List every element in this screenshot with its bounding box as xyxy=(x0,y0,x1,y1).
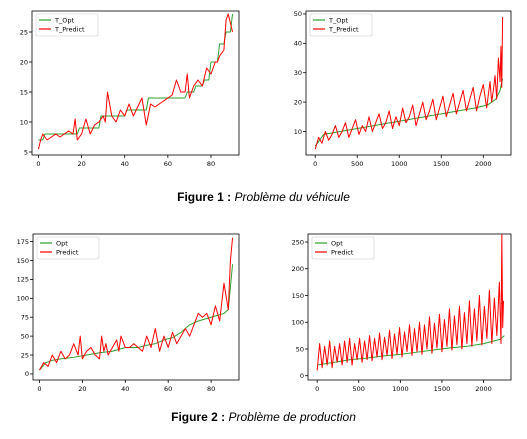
legend-label: Predict xyxy=(331,248,354,256)
x-tick-label: 1500 xyxy=(433,160,450,168)
y-tick-label: 100 xyxy=(17,295,29,303)
y-tick-label: 40 xyxy=(294,40,302,48)
x-tick-label: 60 xyxy=(164,160,172,168)
figure-1-label: Figure 1 : xyxy=(177,190,232,204)
series-line-t-opt xyxy=(314,78,504,147)
plot-frame xyxy=(31,10,240,156)
y-tick-label: 50 xyxy=(294,10,302,18)
plot-frame xyxy=(305,10,512,156)
x-tick-label: 1500 xyxy=(434,385,451,393)
figure-1-title: Problème du véhicule xyxy=(234,190,350,204)
x-tick-label: 500 xyxy=(353,385,365,393)
x-tick-label: 40 xyxy=(121,160,129,168)
legend-label: T_Opt xyxy=(54,16,74,24)
legend-label: Opt xyxy=(331,239,343,247)
x-tick-label: 20 xyxy=(78,385,86,393)
series-line-predict xyxy=(39,237,234,371)
y-tick-label: 125 xyxy=(17,276,29,284)
legend-label: T_Opt xyxy=(328,16,348,24)
legend-label: Predict xyxy=(56,248,79,256)
x-tick-label: 40 xyxy=(121,385,129,393)
figure-1-caption: Figure 1 : Problème du véhicule xyxy=(0,190,527,204)
x-tick-label: 0 xyxy=(315,385,319,393)
series-line-opt xyxy=(317,335,505,366)
y-tick-label: 150 xyxy=(17,257,29,265)
chart-4-production-large: 0 500 1000 1500 2000 0 50 100 150 200 250 OptPredic… xyxy=(292,233,512,393)
x-tick-label: 0 xyxy=(36,160,40,168)
y-tick-label: 0 xyxy=(300,372,304,380)
x-tick-label: 80 xyxy=(207,160,215,168)
y-tick-label: 100 xyxy=(292,319,304,327)
y-tick-label: 25 xyxy=(20,28,28,36)
y-tick-label: 200 xyxy=(292,265,304,273)
y-tick-label: 175 xyxy=(17,238,29,246)
legend-box xyxy=(36,236,100,260)
x-tick-label: 0 xyxy=(313,160,317,168)
legend-box xyxy=(311,236,375,260)
x-tick-label: 1000 xyxy=(391,160,408,168)
series-line-predict xyxy=(316,234,505,371)
figure-2-label: Figure 2 : xyxy=(171,410,226,424)
figure-2-caption: Figure 2 : Problème de production xyxy=(0,410,527,424)
x-tick-label: 0 xyxy=(37,385,41,393)
y-tick-label: 15 xyxy=(20,88,28,96)
y-tick-label: 250 xyxy=(292,238,304,246)
x-tick-label: 2000 xyxy=(475,385,492,393)
y-tick-label: 50 xyxy=(296,345,304,353)
plot-frame xyxy=(307,233,512,381)
y-tick-label: 25 xyxy=(21,351,29,359)
legend-box xyxy=(35,13,99,37)
y-tick-label: 150 xyxy=(292,292,304,300)
series-line-t-predict xyxy=(314,16,504,150)
y-tick-label: 10 xyxy=(294,128,302,136)
x-tick-label: 20 xyxy=(77,160,85,168)
x-tick-label: 60 xyxy=(164,385,172,393)
series-line-opt xyxy=(39,264,234,371)
y-tick-label: 10 xyxy=(20,118,28,126)
x-tick-label: 1000 xyxy=(392,385,409,393)
y-tick-label: 75 xyxy=(21,314,29,322)
legend-box xyxy=(309,13,373,37)
y-tick-label: 30 xyxy=(294,69,302,77)
legend-label: T_Predict xyxy=(54,25,85,33)
y-tick-label: 50 xyxy=(21,332,29,340)
y-tick-label: 0 xyxy=(25,370,29,378)
legend-label: T_Predict xyxy=(328,25,359,33)
plot-frame xyxy=(32,233,240,381)
y-tick-label: 20 xyxy=(20,58,28,66)
y-tick-label: 5 xyxy=(24,148,28,156)
figure-2-title: Problème de production xyxy=(228,410,356,424)
x-tick-label: 80 xyxy=(207,385,215,393)
x-tick-label: 2000 xyxy=(475,160,492,168)
legend-label: Opt xyxy=(56,239,68,247)
series-line-t-predict xyxy=(37,13,234,150)
x-tick-label: 500 xyxy=(351,160,363,168)
y-tick-label: 20 xyxy=(294,98,302,106)
